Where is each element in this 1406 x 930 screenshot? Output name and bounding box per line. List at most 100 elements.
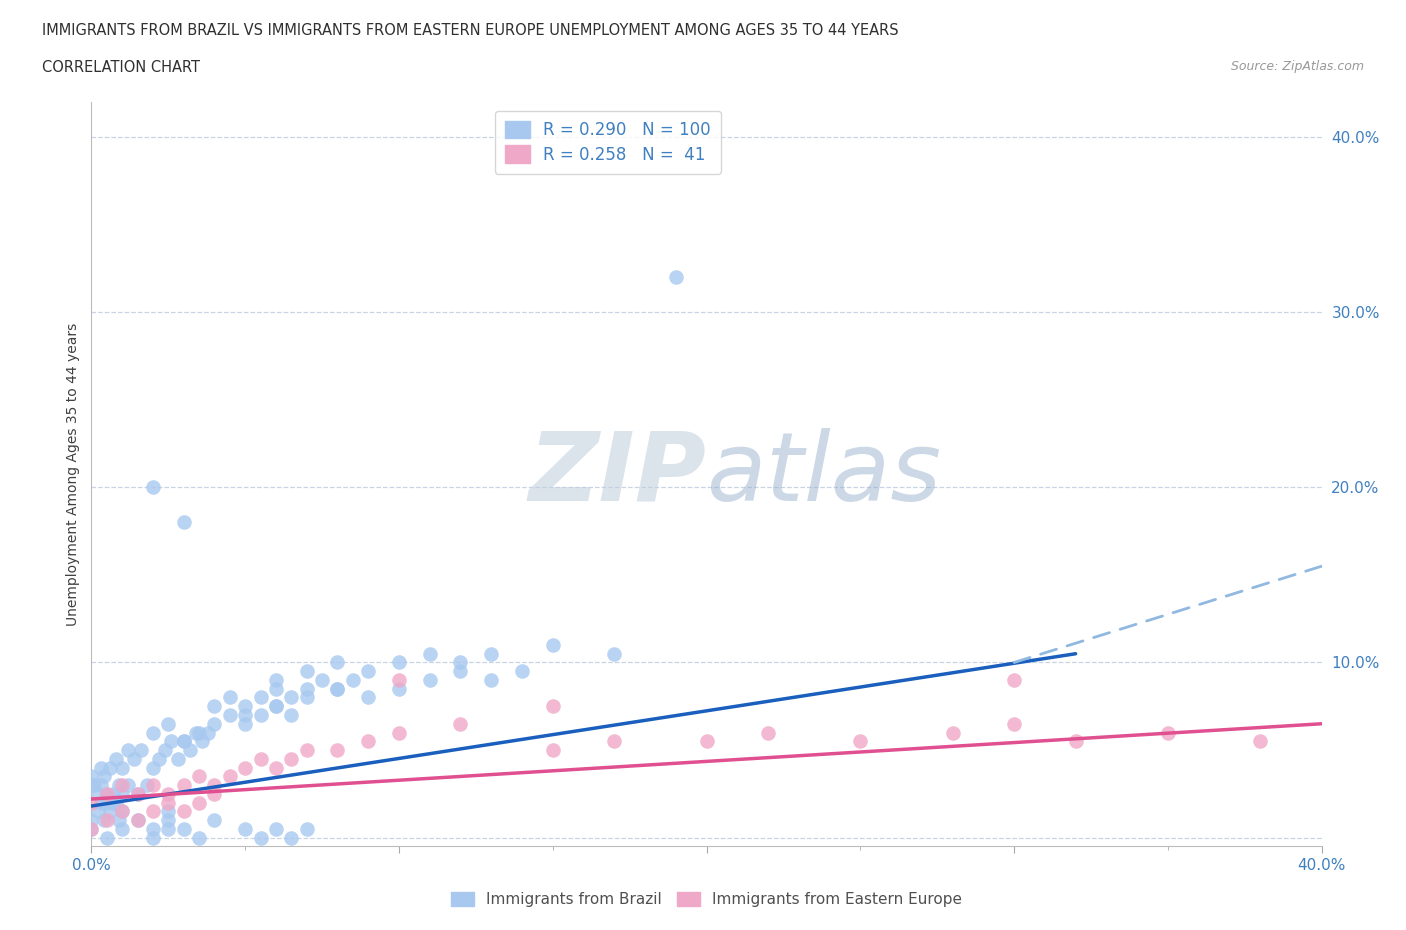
Point [80,795,103,810]
Point [96,813,118,828]
Point [188,769,211,784]
Point [342,672,364,687]
Text: CORRELATION CHART: CORRELATION CHART [42,60,200,75]
Point [111,804,134,818]
Point [90,777,112,792]
Point [157,716,180,731]
Point [264,698,287,713]
Point [80,821,103,836]
Point [202,698,225,713]
Point [96,787,118,802]
Point [191,734,214,749]
Point [202,787,225,802]
Legend: Immigrants from Brazil, Immigrants from Eastern Europe: Immigrants from Brazil, Immigrants from … [444,885,969,913]
Point [80,821,103,836]
Point [419,646,441,661]
Point [80,813,103,828]
Text: ZIP: ZIP [529,428,706,521]
Point [603,646,626,661]
Point [419,672,441,687]
Point [264,760,287,775]
Point [233,716,256,731]
Point [80,777,103,792]
Point [510,664,533,679]
Point [142,725,165,740]
Point [142,760,165,775]
Point [90,760,112,775]
Point [142,777,165,792]
Point [264,698,287,713]
Point [127,813,149,828]
Point [111,777,134,792]
Point [173,777,195,792]
Point [449,655,471,670]
Point [249,751,271,766]
Point [202,813,225,828]
Point [449,664,471,679]
Point [1002,716,1025,731]
Point [357,690,380,705]
Point [541,742,564,757]
Point [1157,725,1180,740]
Point [105,751,127,766]
Point [233,708,256,723]
Point [142,480,165,495]
Point [96,795,118,810]
Point [280,708,302,723]
Point [83,777,105,792]
Point [157,813,180,828]
Point [127,787,149,802]
Point [233,698,256,713]
Point [388,655,411,670]
Point [311,672,333,687]
Point [157,821,180,836]
Point [173,734,195,749]
Point [326,655,349,670]
Point [479,672,502,687]
Point [142,821,165,836]
Point [98,804,121,818]
Point [101,795,124,810]
Point [942,725,965,740]
Point [80,769,103,784]
Point [326,682,349,697]
Point [264,672,287,687]
Point [173,515,195,530]
Point [117,742,139,757]
Point [541,698,564,713]
Point [173,804,195,818]
Point [249,690,271,705]
Point [202,716,225,731]
Point [153,742,177,757]
Point [166,751,188,766]
Point [603,734,626,749]
Point [218,708,240,723]
Point [326,742,349,757]
Point [111,821,134,836]
Point [1249,734,1271,749]
Point [111,804,134,818]
Point [142,830,165,845]
Point [665,270,688,285]
Point [135,777,157,792]
Point [108,777,131,792]
Point [449,716,471,731]
Point [173,734,195,749]
Point [157,804,180,818]
Point [357,734,380,749]
Point [264,682,287,697]
Point [218,690,240,705]
Point [117,777,139,792]
Point [541,638,564,653]
Text: atlas: atlas [706,428,942,521]
Point [388,725,411,740]
Point [249,830,271,845]
Text: IMMIGRANTS FROM BRAZIL VS IMMIGRANTS FROM EASTERN EUROPE UNEMPLOYMENT AMONG AGES: IMMIGRANTS FROM BRAZIL VS IMMIGRANTS FRO… [42,23,898,38]
Point [280,751,302,766]
Point [86,787,108,802]
Point [179,742,201,757]
Point [101,787,124,802]
Point [93,813,115,828]
Point [96,830,118,845]
Point [849,734,872,749]
